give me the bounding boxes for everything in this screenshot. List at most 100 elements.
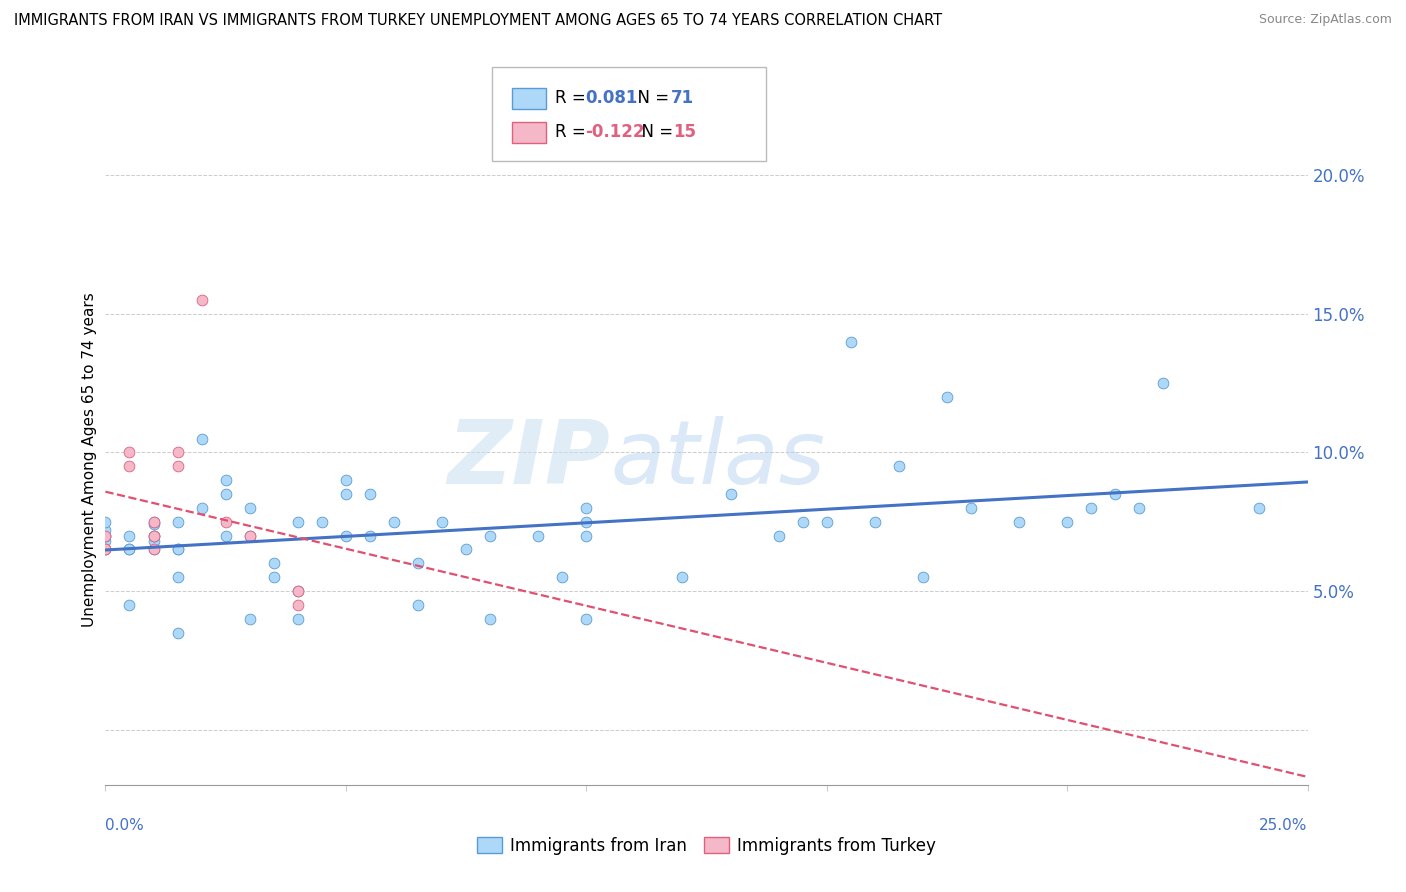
Point: [166, 445, 188, 459]
Point: [94, 542, 117, 557]
Point: [335, 487, 357, 501]
Point: [335, 528, 357, 542]
Point: [94, 523, 117, 537]
Legend: Immigrants from Iran, Immigrants from Turkey: Immigrants from Iran, Immigrants from Tu…: [470, 830, 943, 862]
Point: [142, 542, 165, 557]
Point: [575, 528, 598, 542]
Point: [190, 432, 212, 446]
Point: [359, 528, 381, 542]
Point: [166, 570, 188, 584]
Point: [815, 515, 838, 529]
Point: [575, 515, 598, 529]
Point: [94, 542, 117, 557]
Y-axis label: Unemployment Among Ages 65 to 74 years: Unemployment Among Ages 65 to 74 years: [82, 292, 97, 627]
Point: [839, 334, 862, 349]
Text: N =: N =: [631, 123, 679, 141]
Point: [118, 445, 141, 459]
Text: ZIP: ZIP: [447, 416, 610, 503]
Point: [1249, 500, 1271, 515]
Point: [479, 612, 502, 626]
Point: [142, 542, 165, 557]
Point: [239, 528, 262, 542]
Point: [263, 570, 285, 584]
Point: [960, 500, 983, 515]
Point: [287, 598, 309, 612]
Point: [720, 487, 742, 501]
Point: [287, 584, 309, 599]
Point: [887, 459, 910, 474]
Point: [166, 542, 188, 557]
Point: [166, 459, 188, 474]
Point: [311, 515, 333, 529]
Point: [239, 528, 262, 542]
Point: [214, 473, 236, 487]
Point: [454, 542, 477, 557]
Point: [118, 528, 141, 542]
Point: [406, 556, 429, 570]
Point: [94, 542, 117, 557]
Text: atlas: atlas: [610, 417, 825, 502]
Point: [1080, 500, 1102, 515]
Point: [1152, 376, 1174, 391]
Point: [479, 528, 502, 542]
Point: [1104, 487, 1126, 501]
Point: [575, 612, 598, 626]
Point: [94, 528, 117, 542]
Point: [911, 570, 934, 584]
Text: 0.081: 0.081: [585, 89, 637, 107]
Text: R =: R =: [555, 89, 592, 107]
Point: [287, 515, 309, 529]
Point: [430, 515, 453, 529]
Point: [94, 528, 117, 542]
Point: [551, 570, 574, 584]
Point: [287, 584, 309, 599]
Point: [142, 515, 165, 529]
Point: [382, 515, 405, 529]
Point: [214, 528, 236, 542]
Text: IMMIGRANTS FROM IRAN VS IMMIGRANTS FROM TURKEY UNEMPLOYMENT AMONG AGES 65 TO 74 : IMMIGRANTS FROM IRAN VS IMMIGRANTS FROM …: [14, 13, 942, 29]
Text: -0.122: -0.122: [585, 123, 644, 141]
Point: [792, 515, 814, 529]
Text: 0.0%: 0.0%: [105, 818, 145, 832]
Point: [214, 487, 236, 501]
Point: [118, 542, 141, 557]
Point: [287, 612, 309, 626]
Text: 71: 71: [671, 89, 693, 107]
Point: [190, 293, 212, 307]
Point: [94, 534, 117, 549]
Point: [142, 515, 165, 529]
Point: [118, 459, 141, 474]
Point: [575, 500, 598, 515]
Point: [142, 517, 165, 532]
Point: [1056, 515, 1078, 529]
Point: [239, 500, 262, 515]
Text: 25.0%: 25.0%: [1260, 818, 1308, 832]
Point: [94, 515, 117, 529]
Point: [190, 500, 212, 515]
Point: [166, 515, 188, 529]
Point: [142, 528, 165, 542]
Point: [166, 625, 188, 640]
Point: [142, 528, 165, 542]
Point: [335, 473, 357, 487]
Point: [142, 528, 165, 542]
Point: [118, 598, 141, 612]
Point: [671, 570, 693, 584]
Point: [166, 542, 188, 557]
Point: [936, 390, 959, 404]
Text: N =: N =: [627, 89, 675, 107]
Point: [1128, 500, 1150, 515]
Text: R =: R =: [555, 123, 592, 141]
Point: [863, 515, 886, 529]
Point: [214, 515, 236, 529]
Point: [768, 528, 790, 542]
Point: [239, 612, 262, 626]
Point: [1008, 515, 1031, 529]
Point: [359, 487, 381, 501]
Text: Source: ZipAtlas.com: Source: ZipAtlas.com: [1258, 13, 1392, 27]
Text: 15: 15: [673, 123, 696, 141]
Point: [94, 528, 117, 542]
Point: [527, 528, 550, 542]
Point: [142, 534, 165, 549]
Point: [118, 542, 141, 557]
